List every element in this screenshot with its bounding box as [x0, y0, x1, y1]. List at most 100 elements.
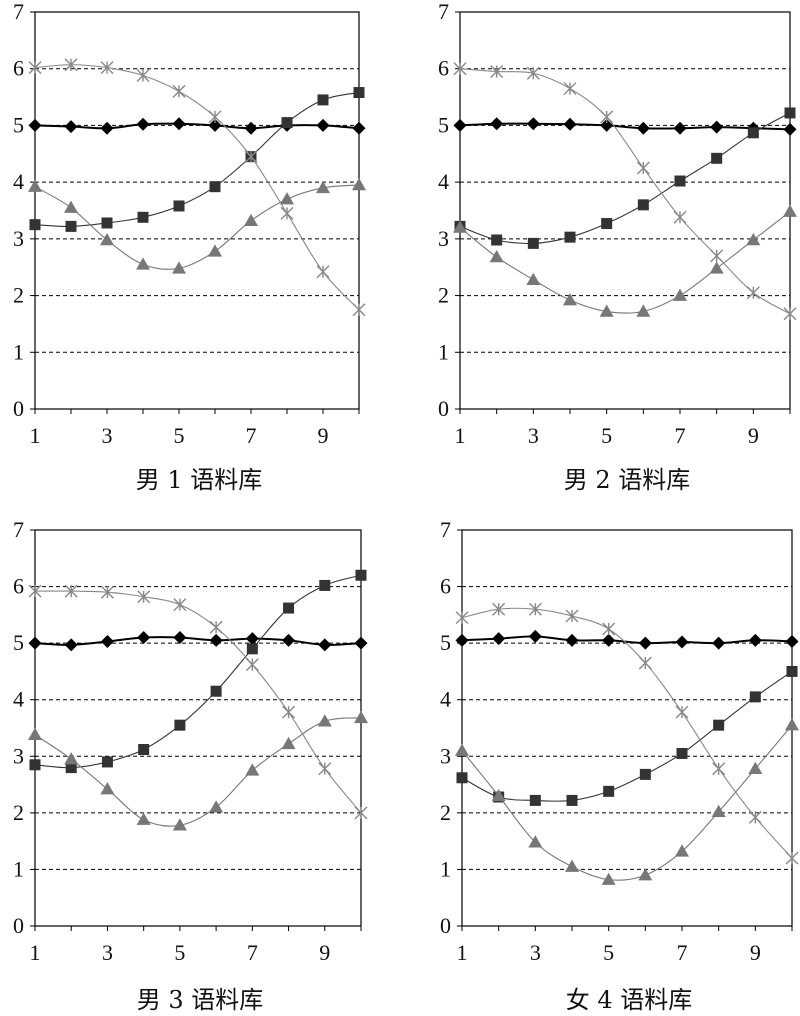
data-point: [710, 249, 724, 263]
series-diamond: [453, 117, 797, 136]
data-point: [244, 213, 258, 226]
data-point: [136, 69, 150, 83]
data-point: [246, 643, 258, 655]
series-star: [28, 58, 366, 317]
y-tick-label: 3: [13, 226, 24, 251]
data-point: [100, 782, 115, 795]
series-triangle: [28, 177, 366, 274]
y-tick-label: 4: [440, 687, 451, 712]
x-tick-label: 7: [247, 940, 258, 965]
data-point: [563, 117, 577, 131]
data-point: [526, 117, 540, 131]
data-point: [244, 150, 258, 164]
data-point: [100, 634, 114, 648]
data-point: [28, 118, 42, 132]
data-point: [173, 630, 187, 644]
chart-title: 男 3 语料库: [137, 986, 264, 1014]
x-tick-label: 5: [603, 940, 614, 965]
data-point: [208, 110, 222, 124]
y-tick-label: 0: [13, 396, 24, 421]
data-point: [527, 237, 539, 249]
data-point: [64, 752, 79, 765]
y-tick-label: 3: [440, 743, 451, 768]
data-point: [245, 658, 259, 672]
data-point: [209, 181, 221, 193]
series-line: [34, 574, 362, 769]
data-point: [208, 118, 222, 132]
data-point: [599, 304, 614, 317]
series-triangle: [455, 718, 799, 885]
data-point: [28, 584, 42, 598]
data-point: [783, 307, 797, 321]
y-tick-label: 5: [440, 630, 451, 655]
y-tick-label: 4: [13, 169, 24, 194]
series-line: [34, 64, 360, 311]
data-point: [245, 632, 259, 646]
data-point: [244, 121, 258, 135]
x-tick-label: 5: [174, 423, 185, 448]
data-point: [282, 633, 296, 647]
data-point: [713, 719, 725, 731]
data-point: [565, 609, 579, 623]
data-point: [316, 180, 330, 194]
data-point: [566, 794, 578, 806]
data-point: [29, 759, 41, 771]
data-point: [529, 794, 541, 806]
data-point: [101, 756, 113, 768]
data-point: [491, 234, 503, 246]
data-point: [673, 121, 687, 135]
y-tick-label: 6: [438, 56, 449, 81]
data-point: [711, 152, 723, 164]
data-point: [565, 633, 579, 647]
data-point: [456, 772, 468, 784]
y-tick-label: 5: [13, 112, 24, 137]
data-point: [785, 718, 799, 731]
data-point: [209, 800, 224, 813]
series-line: [459, 68, 791, 315]
data-point: [172, 117, 186, 131]
data-point: [352, 177, 366, 191]
data-point: [784, 107, 796, 119]
data-point: [528, 835, 543, 848]
data-point: [528, 629, 542, 643]
data-point: [564, 231, 576, 243]
data-point: [64, 638, 78, 652]
series-line: [34, 636, 362, 646]
data-point: [355, 569, 367, 581]
chart-title: 男 2 语料库: [564, 466, 691, 494]
data-point: [600, 110, 614, 124]
y-tick-label: 6: [13, 56, 24, 81]
y-tick-label: 3: [438, 226, 449, 251]
data-point: [712, 762, 726, 776]
data-point: [209, 620, 223, 634]
data-point: [675, 635, 689, 649]
y-tick-label: 5: [438, 112, 449, 137]
data-point: [172, 84, 186, 98]
y-tick-label: 4: [438, 169, 449, 194]
data-point: [526, 272, 541, 285]
data-point: [280, 206, 294, 220]
data-point: [601, 218, 613, 230]
data-point: [673, 288, 687, 301]
y-tick-label: 2: [13, 283, 24, 308]
data-point: [602, 622, 616, 636]
data-point: [747, 127, 759, 139]
data-point: [749, 691, 761, 703]
data-point: [174, 719, 186, 731]
data-point: [528, 602, 542, 616]
data-point: [245, 763, 260, 776]
data-point: [281, 736, 296, 750]
series-line: [459, 112, 791, 245]
x-tick-label: 1: [455, 423, 466, 448]
data-point: [675, 844, 689, 857]
data-point: [100, 585, 114, 599]
data-point: [137, 211, 149, 223]
x-tick-label: 3: [102, 940, 113, 965]
y-tick-label: 5: [13, 630, 24, 655]
data-point: [490, 65, 504, 79]
y-tick-label: 6: [440, 574, 451, 599]
